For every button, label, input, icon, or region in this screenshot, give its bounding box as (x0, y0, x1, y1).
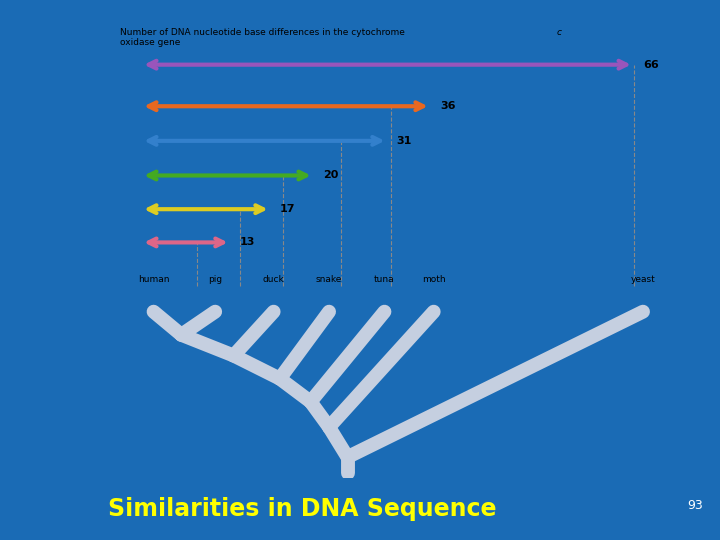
Text: 20: 20 (323, 171, 338, 180)
Text: 17: 17 (280, 204, 295, 214)
Text: pig: pig (208, 275, 222, 284)
Text: c: c (557, 28, 562, 37)
Text: duck: duck (263, 275, 284, 284)
Text: Similarities in DNA Sequence: Similarities in DNA Sequence (108, 497, 497, 521)
Text: 66: 66 (643, 60, 659, 70)
Text: snake: snake (316, 275, 342, 284)
Text: 36: 36 (440, 101, 455, 111)
Text: moth: moth (422, 275, 446, 284)
Text: 13: 13 (240, 238, 255, 247)
Text: Number of DNA nucleotide base differences in the cytochrome
oxidase gene: Number of DNA nucleotide base difference… (120, 28, 405, 47)
Text: human: human (138, 275, 169, 284)
Text: yeast: yeast (631, 275, 655, 284)
Text: 31: 31 (397, 136, 412, 146)
Text: tuna: tuna (374, 275, 395, 284)
Text: 93: 93 (688, 500, 703, 512)
